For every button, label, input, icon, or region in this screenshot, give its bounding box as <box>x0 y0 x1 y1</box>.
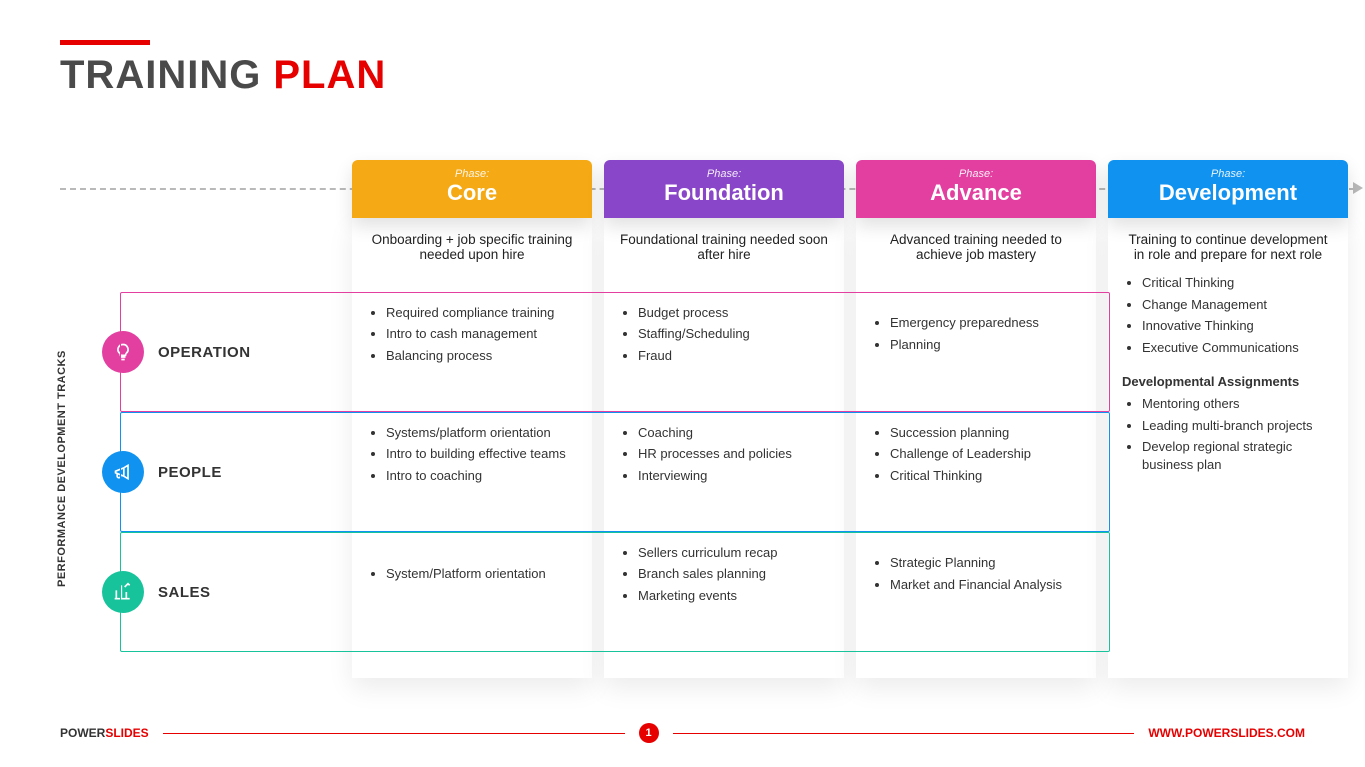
track-operation: OPERATION <box>90 292 340 412</box>
desc-foundation: Foundational training needed soon after … <box>618 232 830 262</box>
cell-foundation-operation: Budget process Staffing/Scheduling Fraud <box>618 274 830 394</box>
track-label-sales: SALES <box>158 584 211 601</box>
timeline-arrow-icon <box>1353 182 1363 194</box>
phase-label: Phase: <box>352 168 592 180</box>
list-item: Challenge of Leadership <box>890 445 1082 463</box>
desc-development: Training to continue development in role… <box>1122 232 1334 262</box>
footer-logo-part2: SLIDES <box>105 726 148 740</box>
title-part-1: TRAINING <box>60 53 261 98</box>
cell-core-operation: Required compliance training Intro to cas… <box>366 274 578 394</box>
list-item: Interviewing <box>638 467 830 485</box>
desc-core: Onboarding + job specific training neede… <box>366 232 578 262</box>
list-item: Innovative Thinking <box>1142 317 1334 335</box>
cell-foundation-sales: Sellers curriculum recap Branch sales pla… <box>618 514 830 634</box>
list-item: Succession planning <box>890 424 1082 442</box>
list-item: Fraud <box>638 347 830 365</box>
page-number-badge: 1 <box>639 723 659 743</box>
footer-line <box>673 733 1135 734</box>
footer-logo: POWERSLIDES <box>60 726 149 740</box>
track-label-operation: OPERATION <box>158 344 251 361</box>
development-assignments: Mentoring others Leading multi-branch pro… <box>1122 395 1334 473</box>
list-item: Critical Thinking <box>1142 274 1334 292</box>
track-label-people: PEOPLE <box>158 464 222 481</box>
desc-advance: Advanced training needed to achieve job … <box>870 232 1082 262</box>
list-item: System/Platform orientation <box>386 565 578 583</box>
cell-core-people: Systems/platform orientation Intro to bui… <box>366 394 578 514</box>
megaphone-icon <box>102 451 144 493</box>
list-item: Intro to coaching <box>386 467 578 485</box>
list-item: Intro to cash management <box>386 325 578 343</box>
list-item: Market and Financial Analysis <box>890 576 1082 594</box>
list-item: Leading multi-branch projects <box>1142 417 1334 435</box>
phase-name-core: Core <box>352 180 592 206</box>
content-area: PERFORMANCE DEVELOPMENT TRACKS Phase: Co… <box>60 160 1305 707</box>
list-item: Balancing process <box>386 347 578 365</box>
phase-header-advance: Phase: Advance <box>856 160 1096 218</box>
list-item: Branch sales planning <box>638 565 830 583</box>
column-foundation: Foundational training needed soon after … <box>604 218 844 678</box>
development-subhead: Developmental Assignments <box>1122 374 1334 389</box>
column-core: Onboarding + job specific training neede… <box>352 218 592 678</box>
list-item: Sellers curriculum recap <box>638 544 830 562</box>
matrix-grid: Phase: Core Phase: Foundation Phase: Adv… <box>90 160 1305 678</box>
list-item: Intro to building effective teams <box>386 445 578 463</box>
footer-logo-part1: POWER <box>60 726 105 740</box>
vertical-axis-label: PERFORMANCE DEVELOPMENT TRACKS <box>56 230 68 707</box>
phase-name-development: Development <box>1108 180 1348 206</box>
phase-name-advance: Advance <box>856 180 1096 206</box>
chart-up-icon <box>102 571 144 613</box>
list-item: Planning <box>890 336 1082 354</box>
title: TRAINING PLAN <box>60 53 1305 98</box>
list-item: Coaching <box>638 424 830 442</box>
list-item: Budget process <box>638 304 830 322</box>
list-item: Emergency preparedness <box>890 314 1082 332</box>
phase-header-development: Phase: Development <box>1108 160 1348 218</box>
phase-name-foundation: Foundation <box>604 180 844 206</box>
cell-advance-sales: Strategic Planning Market and Financial A… <box>870 514 1082 634</box>
cell-core-sales: System/Platform orientation <box>366 514 578 634</box>
slide: TRAINING PLAN PERFORMANCE DEVELOPMENT TR… <box>0 0 1365 767</box>
phase-label: Phase: <box>1108 168 1348 180</box>
list-item: Marketing events <box>638 587 830 605</box>
development-items: Critical Thinking Change Management Innova… <box>1122 274 1334 356</box>
phase-label: Phase: <box>604 168 844 180</box>
lightbulb-icon <box>102 331 144 373</box>
footer-url: WWW.POWERSLIDES.COM <box>1148 726 1305 740</box>
list-item: Systems/platform orientation <box>386 424 578 442</box>
list-item: Develop regional strategic business plan <box>1142 438 1334 473</box>
phase-header-core: Phase: Core <box>352 160 592 218</box>
list-item: Executive Communications <box>1142 339 1334 357</box>
list-item: Required compliance training <box>386 304 578 322</box>
list-item: Critical Thinking <box>890 467 1082 485</box>
cell-foundation-people: Coaching HR processes and policies Intervi… <box>618 394 830 514</box>
title-accent-bar <box>60 40 150 45</box>
list-item: Change Management <box>1142 296 1334 314</box>
footer-line <box>163 733 625 734</box>
track-sales: SALES <box>90 532 340 652</box>
cell-advance-people: Succession planning Challenge of Leadersh… <box>870 394 1082 514</box>
track-people: PEOPLE <box>90 412 340 532</box>
list-item: Staffing/Scheduling <box>638 325 830 343</box>
cell-advance-operation: Emergency preparedness Planning <box>870 274 1082 394</box>
list-item: HR processes and policies <box>638 445 830 463</box>
tracks-column: OPERATION PEOPLE SALES <box>90 218 340 678</box>
title-part-2: PLAN <box>273 53 386 98</box>
list-item: Strategic Planning <box>890 554 1082 572</box>
phase-label: Phase: <box>856 168 1096 180</box>
list-item: Mentoring others <box>1142 395 1334 413</box>
footer: POWERSLIDES 1 WWW.POWERSLIDES.COM <box>60 723 1305 743</box>
column-development: Training to continue development in role… <box>1108 218 1348 678</box>
phase-header-foundation: Phase: Foundation <box>604 160 844 218</box>
column-advance: Advanced training needed to achieve job … <box>856 218 1096 678</box>
